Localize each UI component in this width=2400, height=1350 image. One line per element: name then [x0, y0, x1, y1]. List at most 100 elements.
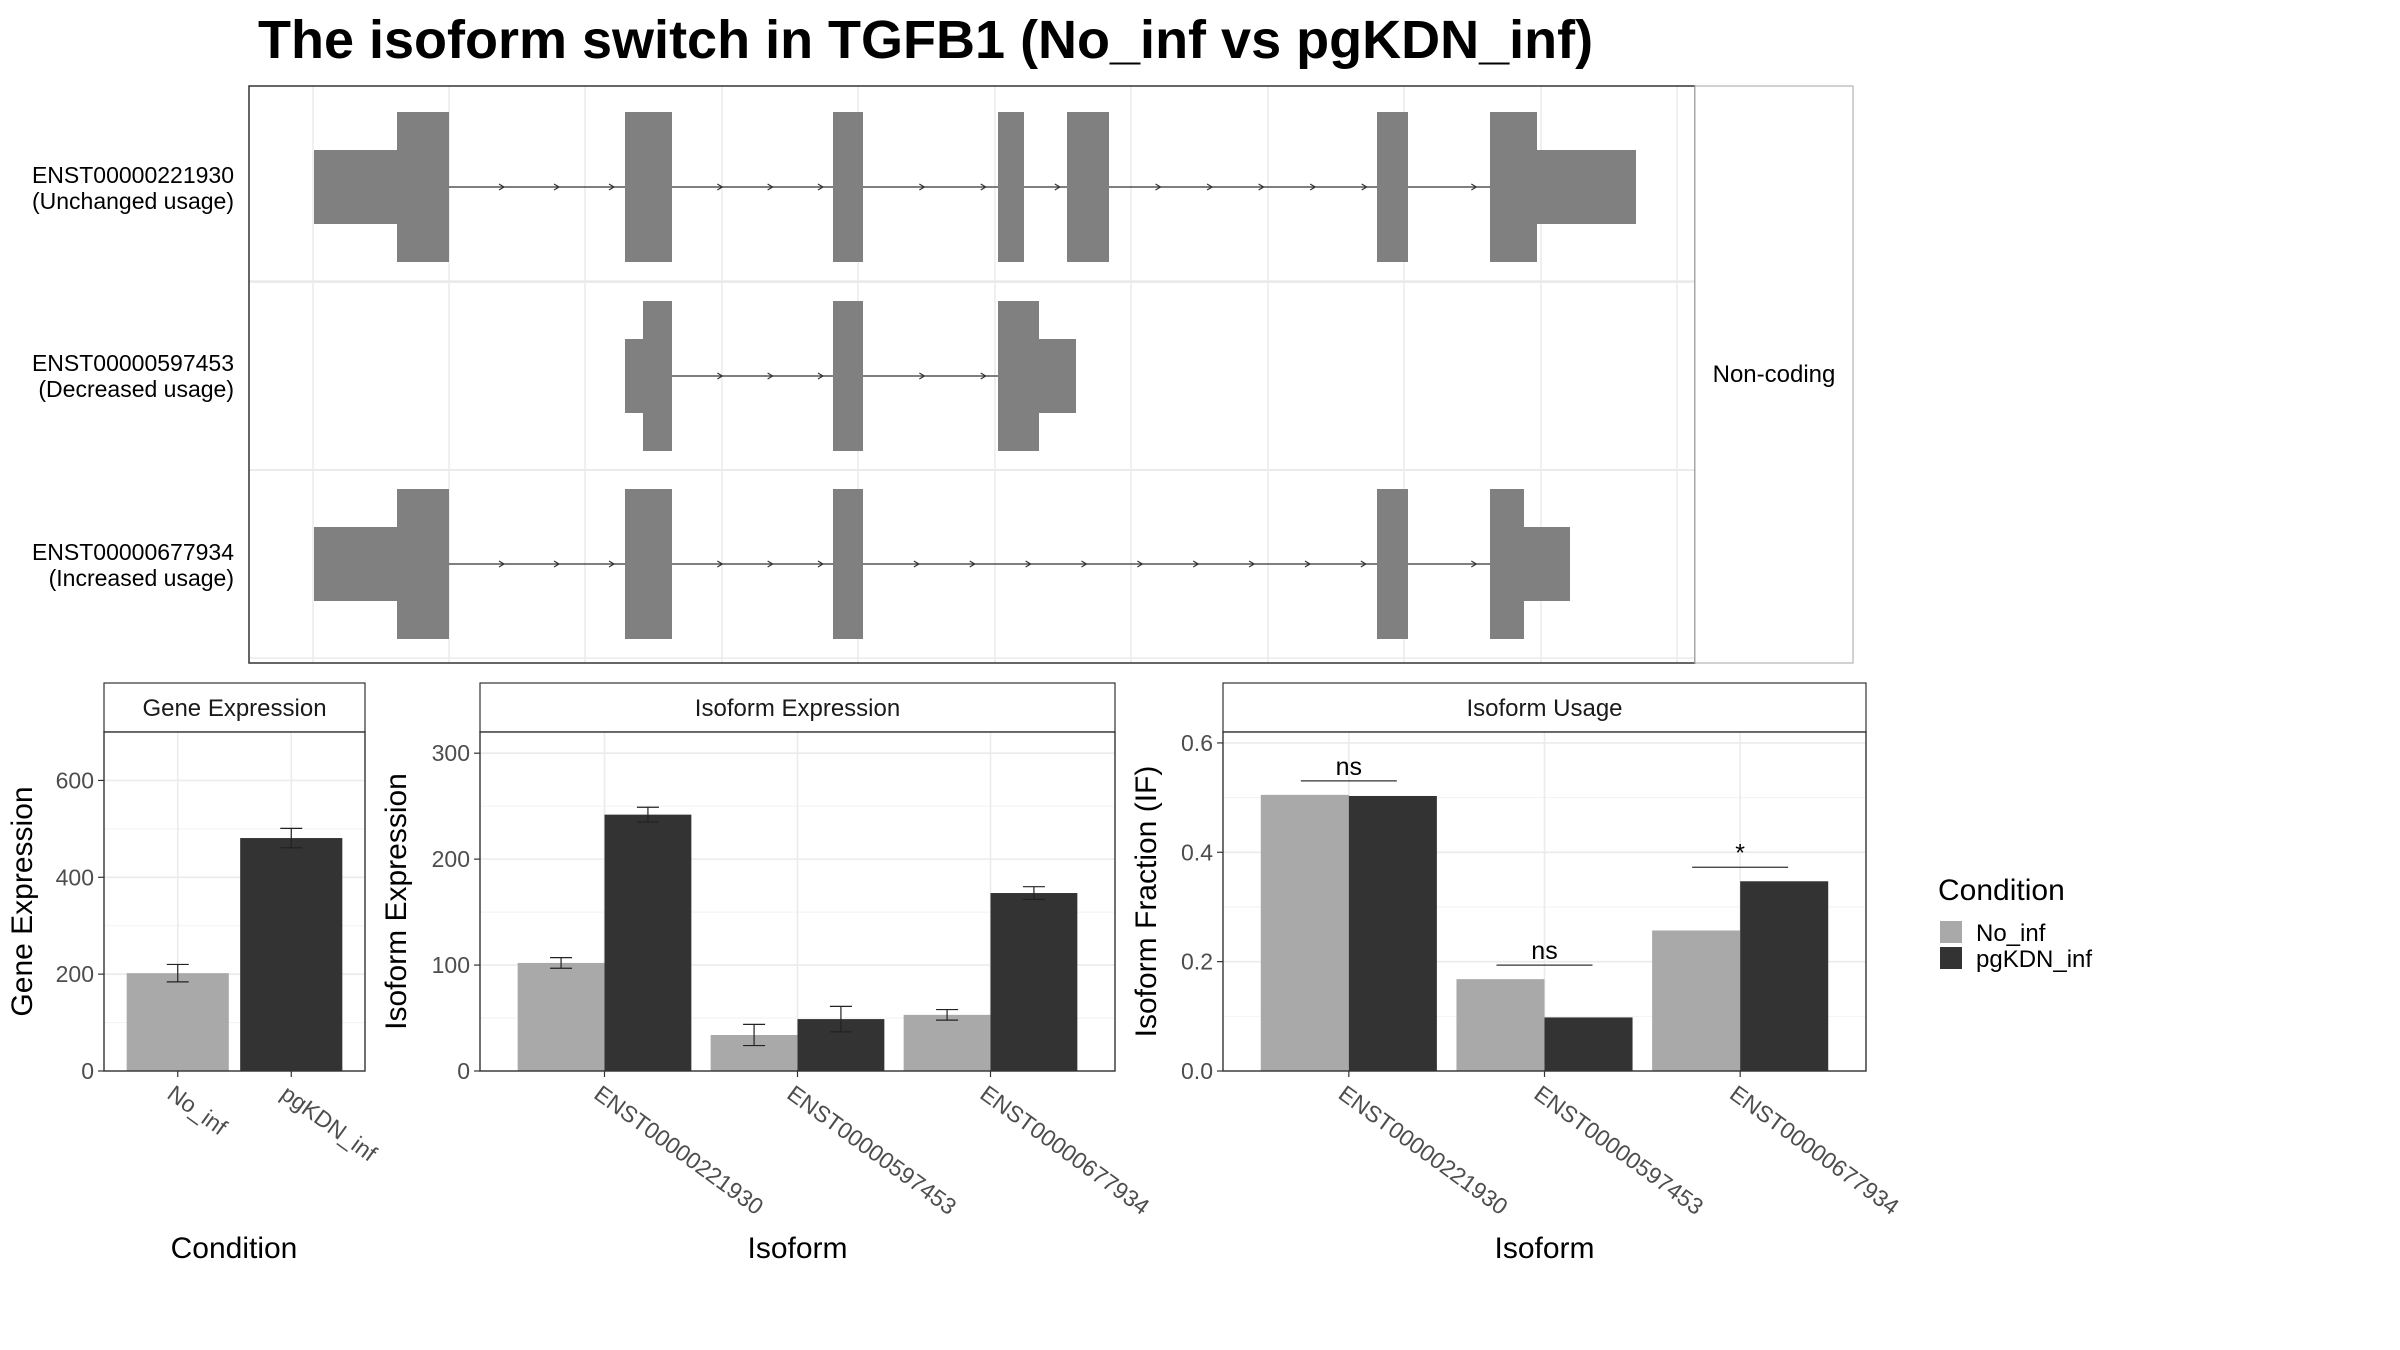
y-tick-label: 400: [56, 864, 94, 890]
bar: [1740, 881, 1829, 1071]
coding-exon: [1377, 489, 1408, 639]
coding-exon: [643, 301, 672, 451]
gene-expression-chart: Gene Expression 0 200 400 600 No_inf pgKDN_inf…: [6, 682, 382, 1265]
intron-arrow: [717, 560, 724, 568]
bar: [517, 962, 605, 1071]
legend-swatch-pgkdn-inf: [1940, 947, 1962, 969]
utr-exon: [1524, 527, 1570, 601]
bar: [903, 1014, 991, 1071]
coding-exon: [833, 301, 863, 451]
coding-exon: [397, 489, 449, 639]
intron-arrow: [1192, 560, 1200, 568]
transcript-label-2-id: ENST00000597453: [32, 350, 234, 376]
intron-arrow: [1258, 183, 1265, 191]
isoform-usage-chart: Isoform Usage 0.0 0.2 0.4 0.6 ns ns * ENST000002…: [1130, 682, 1904, 1265]
intron-arrow: [1054, 183, 1061, 191]
intron-arrow: [608, 560, 616, 568]
intron-arrow: [1081, 560, 1088, 568]
x-tick-label: ENST00000677934: [1725, 1080, 1904, 1220]
intron-arrow: [1025, 560, 1032, 568]
coding-exon: [1490, 112, 1537, 262]
y-tick-label: 300: [432, 740, 470, 766]
coding-exon: [998, 112, 1024, 262]
intron-arrow: [980, 183, 987, 191]
intron-arrow: [767, 372, 774, 380]
coding-exon: [833, 112, 863, 262]
panel-strip: [103, 682, 366, 733]
y-tick-label: 200: [56, 961, 94, 987]
intron-arrow: [608, 183, 616, 191]
transcript-label-1-id: ENST00000221930: [32, 162, 234, 188]
bar: [1348, 795, 1437, 1071]
intron-arrow: [1361, 183, 1368, 191]
y-tick-label: 200: [432, 846, 470, 872]
intron-arrow: [767, 183, 774, 191]
intron-arrow: [553, 183, 561, 191]
x-axis-title: Condition: [171, 1232, 298, 1265]
x-tick-label: ENST00000677934: [976, 1080, 1155, 1220]
coding-exon: [833, 489, 863, 639]
x-axis-title: Isoform: [1494, 1232, 1594, 1265]
x-tick-label: ENST00000597453: [783, 1080, 962, 1220]
transcript-label-3-id: ENST00000677934: [32, 539, 234, 565]
intron-arrow: [1309, 183, 1317, 191]
y-tick-label: 0: [457, 1058, 470, 1084]
legend-swatch-no-inf: [1940, 921, 1962, 943]
y-axis-title: Isoform Fraction (IF): [1130, 766, 1163, 1038]
utr-exon: [314, 150, 397, 224]
panel-strip: [479, 682, 1116, 733]
y-tick-label: 600: [56, 767, 94, 793]
y-tick-label: 0.2: [1181, 949, 1213, 975]
intron-arrow: [767, 560, 774, 568]
intron-arrow: [1206, 183, 1214, 191]
intron-arrow: [919, 372, 926, 380]
transcript-panel-background: [249, 86, 1695, 663]
intron-arrow: [1155, 183, 1162, 191]
coding-exon: [625, 489, 672, 639]
intron-arrow: [498, 560, 506, 568]
utr-exon: [1039, 339, 1076, 413]
intron-arrow: [817, 560, 825, 568]
intron-arrow: [817, 183, 825, 191]
x-tick-label: pgKDN_inf: [276, 1080, 382, 1167]
intron-arrow: [1248, 560, 1256, 568]
y-tick-label: 0.6: [1181, 730, 1213, 756]
bar: [1544, 1017, 1633, 1071]
transcript-structures: [314, 112, 1636, 639]
transcript-strip: [1694, 85, 1854, 664]
x-tick-label: ENST00000221930: [590, 1080, 769, 1220]
panel-strip-title: Isoform Expression: [695, 695, 900, 722]
significance-label: *: [1735, 839, 1745, 867]
legend-title: Condition: [1938, 874, 2065, 907]
intron-arrow: [1471, 560, 1478, 568]
bar: [240, 838, 343, 1071]
panel-strip-title: Isoform Usage: [1466, 695, 1622, 722]
bar: [1456, 979, 1545, 1071]
significance-label: ns: [1531, 937, 1557, 965]
coding-exon: [1067, 112, 1109, 262]
y-axis-title: Gene Expression: [6, 786, 39, 1016]
coding-exon: [998, 301, 1039, 451]
transcript-gridlines: [249, 86, 1695, 663]
intron-arrow: [717, 183, 724, 191]
transcript-label-1-usage: (Unchanged usage): [32, 188, 234, 214]
intron-arrow: [717, 372, 724, 380]
legend-label-no-inf: No_inf: [1976, 920, 2046, 947]
x-tick-label: ENST00000597453: [1530, 1080, 1709, 1220]
figure-title: The isoform switch in TGFB1 (No_inf vs p…: [258, 10, 1593, 70]
intron-arrow: [969, 560, 976, 568]
transcript-panel: Non-coding ENST00000221930 (Unchanged us…: [32, 85, 1854, 664]
y-tick-label: 0.0: [1181, 1058, 1213, 1084]
coding-exon: [1490, 489, 1524, 639]
bar: [126, 973, 229, 1071]
intron-arrow: [1360, 560, 1367, 568]
transcript-label-3-usage: (Increased usage): [49, 565, 234, 591]
y-tick-label: 0.4: [1181, 839, 1213, 865]
intron-arrow: [1304, 560, 1312, 568]
intron-arrow: [498, 183, 506, 191]
transcript-label-2-usage: (Decreased usage): [38, 376, 234, 402]
legend-label-pgkdn-inf: pgKDN_inf: [1976, 946, 2092, 973]
y-tick-label: 100: [432, 952, 470, 978]
x-tick-label: ENST00000221930: [1334, 1080, 1513, 1220]
